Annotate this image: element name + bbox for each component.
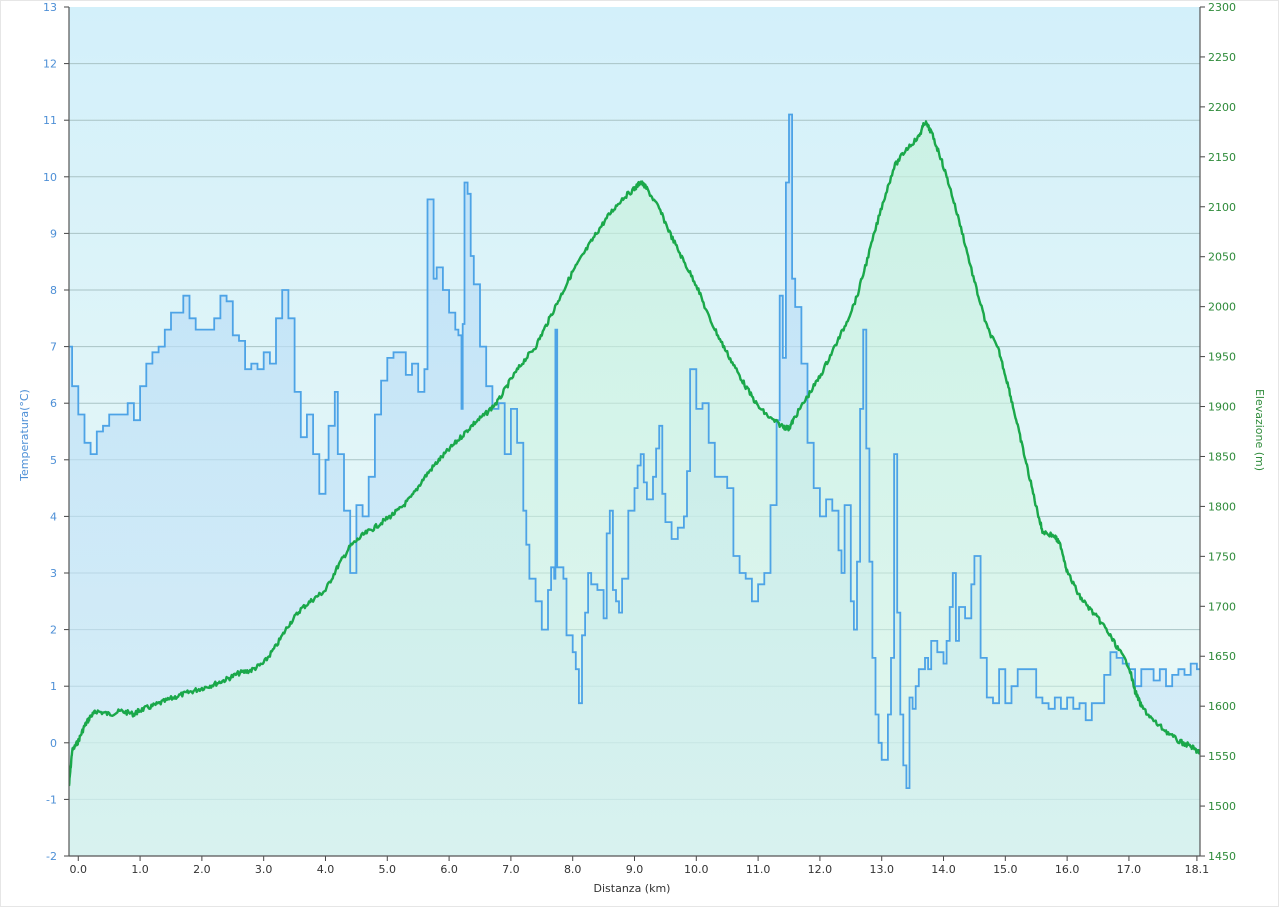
right-tick-label: 1900 [1208, 401, 1236, 414]
left-tick-label: -1 [46, 793, 57, 806]
left-tick-label: 13 [43, 1, 57, 14]
right-tick-label: 2050 [1208, 251, 1236, 264]
right-tick-label: 2100 [1208, 201, 1236, 214]
left-tick-label: 8 [50, 284, 57, 297]
x-tick-label: 7.0 [502, 863, 520, 876]
right-tick-label: 1800 [1208, 500, 1236, 513]
right-tick-label: 1450 [1208, 850, 1236, 863]
series-lines [69, 113, 1200, 789]
left-tick-label: 1 [50, 680, 57, 693]
left-tick-label: 11 [43, 114, 57, 127]
right-tick-label: 1550 [1208, 750, 1236, 763]
right-tick-label: 1650 [1208, 650, 1236, 663]
x-tick-label: 9.0 [626, 863, 644, 876]
right-tick-label: 1950 [1208, 351, 1236, 364]
left-tick-label: 3 [50, 567, 57, 580]
left-axis-title: Temperatura(°C) [18, 389, 31, 482]
x-tick-label: 8.0 [564, 863, 582, 876]
right-tick-label: 2000 [1208, 301, 1236, 314]
tick-labels: -2-1012345678910111213145015001550160016… [43, 1, 1236, 876]
left-tick-label: 0 [50, 737, 57, 750]
left-tick-label: 12 [43, 58, 57, 71]
right-tick-label: 2150 [1208, 151, 1236, 164]
left-tick-label: 4 [50, 510, 57, 523]
right-axis-title: Elevazione (m) [1253, 389, 1266, 471]
elevation-line [69, 120, 1200, 787]
left-tick-label: 10 [43, 171, 57, 184]
x-axis-title: Distanza (km) [594, 882, 671, 895]
x-tick-label: 1.0 [131, 863, 149, 876]
right-tick-label: 1850 [1208, 450, 1236, 463]
right-tick-label: 1600 [1208, 700, 1236, 713]
x-tick-label: 14.0 [931, 863, 956, 876]
x-tick-label: 13.0 [869, 863, 894, 876]
right-tick-label: 2300 [1208, 1, 1236, 14]
left-tick-label: 7 [50, 341, 57, 354]
left-tick-label: 5 [50, 454, 57, 467]
temperature-line [69, 113, 1200, 789]
x-tick-label: 11.0 [746, 863, 771, 876]
left-tick-label: -2 [46, 850, 57, 863]
x-tick-label: 17.0 [1117, 863, 1142, 876]
x-tick-label: 16.0 [1055, 863, 1080, 876]
x-tick-label: 0.0 [70, 863, 88, 876]
right-tick-label: 1500 [1208, 800, 1236, 813]
right-tick-label: 2200 [1208, 101, 1236, 114]
left-tick-label: 6 [50, 397, 57, 410]
x-tick-label: 2.0 [193, 863, 211, 876]
right-tick-label: 1750 [1208, 550, 1236, 563]
x-tick-label: 18.1 [1185, 863, 1210, 876]
left-tick-label: 2 [50, 624, 57, 637]
right-tick-label: 1700 [1208, 600, 1236, 613]
x-tick-label: 6.0 [440, 863, 458, 876]
x-tick-label: 10.0 [684, 863, 709, 876]
x-tick-label: 4.0 [317, 863, 335, 876]
left-tick-label: 9 [50, 227, 57, 240]
x-tick-label: 3.0 [255, 863, 273, 876]
x-tick-label: 12.0 [808, 863, 833, 876]
x-tick-label: 5.0 [379, 863, 397, 876]
axes [64, 6, 1205, 861]
x-tick-label: 15.0 [993, 863, 1018, 876]
right-tick-label: 2250 [1208, 51, 1236, 64]
